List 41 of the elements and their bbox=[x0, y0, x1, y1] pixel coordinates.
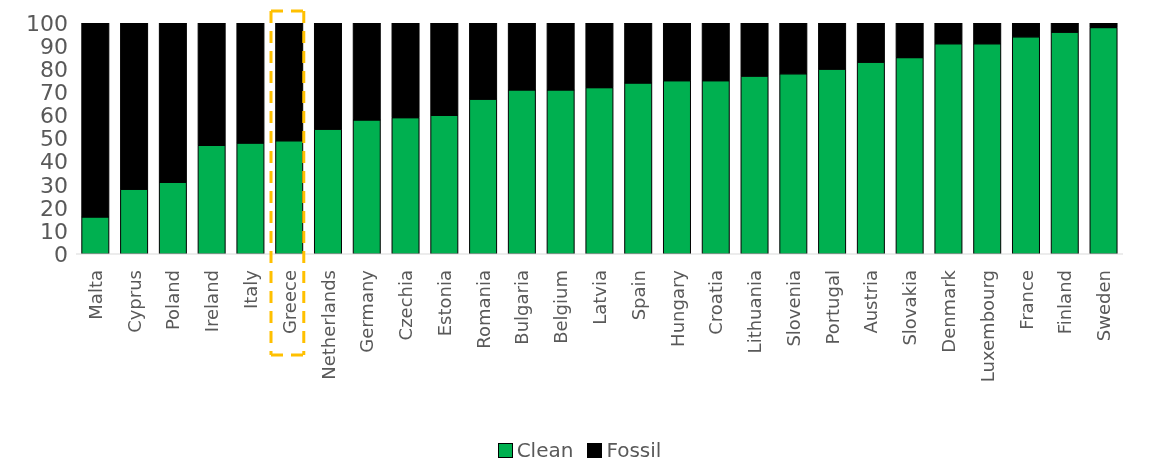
y-tick-label: 100 bbox=[26, 10, 68, 36]
x-tick-label: Austria bbox=[860, 270, 882, 334]
x-tick-label: Hungary bbox=[666, 269, 688, 347]
x-tick-label: Czechia bbox=[395, 270, 417, 341]
x-tick-label: Romania bbox=[472, 270, 494, 349]
x-tick-label: Denmark bbox=[938, 269, 959, 353]
x-tick-label: Slovakia bbox=[899, 270, 921, 346]
x-tick-label: Italy bbox=[240, 269, 261, 310]
y-tick-label: 70 bbox=[40, 80, 68, 106]
x-tick-label: Slovenia bbox=[782, 270, 804, 347]
y-tick-label: 90 bbox=[40, 33, 68, 59]
x-tick-label: Lithuania bbox=[744, 270, 766, 354]
y-tick-label: 10 bbox=[40, 218, 68, 244]
y-tick-label: 30 bbox=[40, 172, 68, 198]
x-tick-label: Sweden bbox=[1093, 270, 1115, 342]
x-tick-label: France bbox=[1015, 270, 1037, 330]
x-tick-label: Ireland bbox=[201, 270, 223, 333]
x-tick-label: Spain bbox=[627, 270, 649, 321]
y-tick-label: 20 bbox=[40, 195, 68, 221]
y-tick-label: 40 bbox=[40, 149, 68, 175]
x-tick-label: Luxembourg bbox=[976, 270, 998, 383]
x-tick-label: Portugal bbox=[821, 270, 843, 345]
x-tick-label: Finland bbox=[1054, 270, 1076, 335]
bar bbox=[1089, 27, 1118, 254]
y-tick-label: 0 bbox=[54, 241, 68, 267]
y-tick-label: 80 bbox=[40, 57, 68, 83]
y-tick-label: 60 bbox=[40, 103, 68, 129]
x-tick-label: Latvia bbox=[589, 270, 610, 325]
x-tick-label: Greece bbox=[278, 270, 300, 335]
x-tick-label: Netherlands bbox=[317, 270, 339, 380]
x-tick-label: Cyprus bbox=[123, 270, 145, 333]
x-tick-label: Bulgaria bbox=[511, 270, 533, 345]
x-tick-label: Poland bbox=[162, 270, 184, 331]
x-tick-label: Estonia bbox=[433, 270, 455, 337]
legend-label: Fossil bbox=[606, 438, 662, 462]
x-tick-label: Malta bbox=[84, 270, 106, 320]
legend-label: Clean bbox=[516, 438, 574, 462]
x-tick-label: Croatia bbox=[705, 270, 727, 335]
y-tick-label: 50 bbox=[40, 126, 68, 152]
x-tick-label: Belgium bbox=[550, 270, 572, 344]
x-tick-label: Germany bbox=[356, 269, 378, 353]
